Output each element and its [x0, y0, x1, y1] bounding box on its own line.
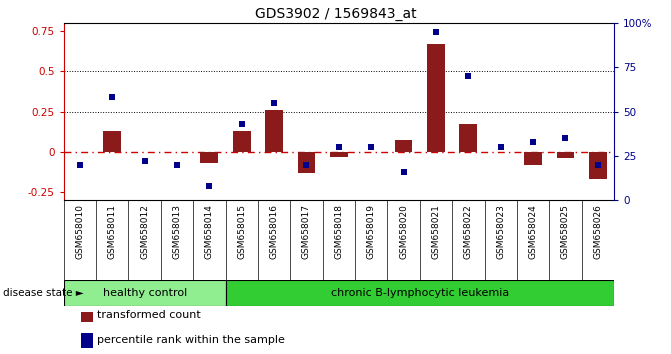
- Point: [366, 144, 376, 150]
- Text: GSM658013: GSM658013: [172, 204, 182, 259]
- Text: GSM658018: GSM658018: [334, 204, 344, 259]
- Text: GSM658022: GSM658022: [464, 204, 473, 259]
- Bar: [298, 152, 315, 173]
- Bar: [589, 152, 607, 179]
- Point: [269, 100, 280, 105]
- Bar: [265, 110, 283, 152]
- Point: [204, 183, 215, 189]
- Bar: [81, 307, 93, 322]
- Point: [333, 144, 344, 150]
- Bar: [64, 280, 225, 306]
- Bar: [395, 141, 413, 152]
- Bar: [556, 152, 574, 158]
- Text: healthy control: healthy control: [103, 288, 187, 298]
- Text: GSM658012: GSM658012: [140, 204, 149, 259]
- Bar: [460, 124, 477, 152]
- Text: transformed count: transformed count: [97, 310, 201, 320]
- Point: [560, 135, 571, 141]
- Bar: [233, 131, 251, 152]
- Text: GSM658010: GSM658010: [75, 204, 85, 259]
- Text: GSM658016: GSM658016: [270, 204, 278, 259]
- Text: GSM658019: GSM658019: [367, 204, 376, 259]
- Point: [107, 95, 117, 100]
- Text: GSM658024: GSM658024: [529, 204, 537, 259]
- Bar: [201, 152, 218, 163]
- Text: GSM658025: GSM658025: [561, 204, 570, 259]
- Point: [301, 162, 312, 167]
- Text: GDS3902 / 1569843_at: GDS3902 / 1569843_at: [255, 7, 416, 21]
- Bar: [103, 131, 121, 152]
- Text: chronic B-lymphocytic leukemia: chronic B-lymphocytic leukemia: [331, 288, 509, 298]
- Point: [431, 29, 442, 35]
- Bar: [524, 152, 542, 165]
- Text: GSM658015: GSM658015: [238, 204, 246, 259]
- Point: [592, 162, 603, 167]
- Bar: [427, 44, 445, 152]
- Point: [172, 162, 183, 167]
- Text: percentile rank within the sample: percentile rank within the sample: [97, 335, 285, 345]
- Point: [74, 162, 85, 167]
- Point: [398, 169, 409, 175]
- Bar: [225, 280, 614, 306]
- Text: GSM658020: GSM658020: [399, 204, 408, 259]
- Bar: [81, 333, 93, 348]
- Text: disease state ►: disease state ►: [3, 288, 84, 298]
- Text: GSM658023: GSM658023: [496, 204, 505, 259]
- Text: GSM658014: GSM658014: [205, 204, 214, 259]
- Text: GSM658021: GSM658021: [431, 204, 440, 259]
- Point: [140, 158, 150, 164]
- Text: GSM658017: GSM658017: [302, 204, 311, 259]
- Point: [527, 139, 538, 144]
- Point: [463, 73, 474, 79]
- Text: GSM658011: GSM658011: [108, 204, 117, 259]
- Point: [495, 144, 506, 150]
- Point: [236, 121, 247, 127]
- Text: GSM658026: GSM658026: [593, 204, 603, 259]
- Bar: [330, 152, 348, 156]
